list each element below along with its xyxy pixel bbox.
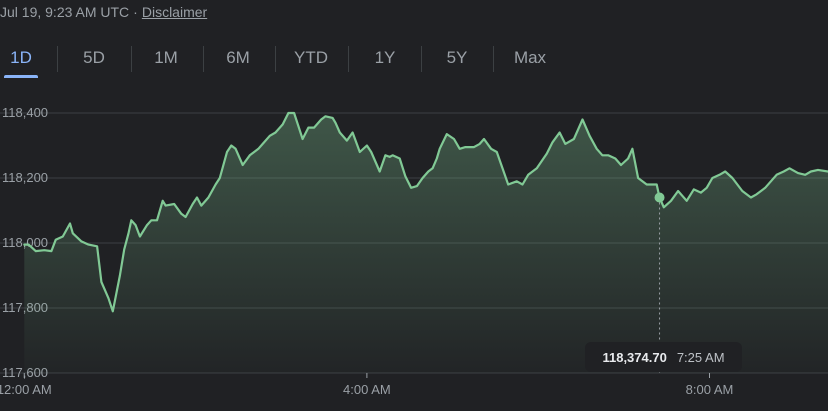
y-tick-label: 118,000	[2, 235, 48, 250]
tab-divider	[203, 46, 204, 72]
disclaimer-link[interactable]: Disclaimer	[141, 4, 208, 20]
tooltip-time: 7:25 AM	[676, 349, 725, 365]
tab-divider	[348, 46, 349, 72]
separator: ·	[133, 4, 138, 20]
x-tick-label: 8:00 AM	[686, 382, 734, 397]
tab-divider	[493, 46, 494, 72]
x-tick-label: 12:00 AM	[0, 382, 52, 397]
tab-divider	[275, 46, 276, 72]
header-info: Jul 19, 9:23 AM UTC · Disclaimer	[0, 4, 207, 20]
y-tick-label: 118,400	[2, 105, 48, 120]
range-tabs: 1D 5D 1M 6M YTD 1Y 5Y Max	[0, 40, 560, 78]
series-line	[23, 111, 828, 313]
hover-point	[654, 192, 665, 203]
timestamp: Jul 19, 9:23 AM UTC	[0, 4, 130, 20]
hover-tooltip: 118,374.70 7:25 AM	[585, 342, 742, 372]
tab-1y[interactable]: 1Y	[374, 48, 396, 67]
tab-1m[interactable]: 1M	[154, 48, 178, 67]
tooltip-price: 118,374.70	[602, 349, 667, 365]
series-area-fill	[24, 113, 828, 373]
x-tick-label: 4:00 AM	[343, 382, 391, 397]
tab-ytd[interactable]: YTD	[294, 48, 328, 67]
tab-1d[interactable]: 1D	[0, 40, 42, 78]
tab-divider	[421, 46, 422, 72]
tab-5d[interactable]: 5D	[83, 48, 105, 67]
y-tick-label: 118,200	[2, 170, 48, 185]
tab-divider	[131, 46, 132, 72]
tab-divider	[57, 46, 58, 72]
tab-max[interactable]: Max	[513, 48, 547, 67]
tab-5y[interactable]: 5Y	[446, 48, 468, 67]
tab-6m[interactable]: 6M	[226, 48, 250, 67]
